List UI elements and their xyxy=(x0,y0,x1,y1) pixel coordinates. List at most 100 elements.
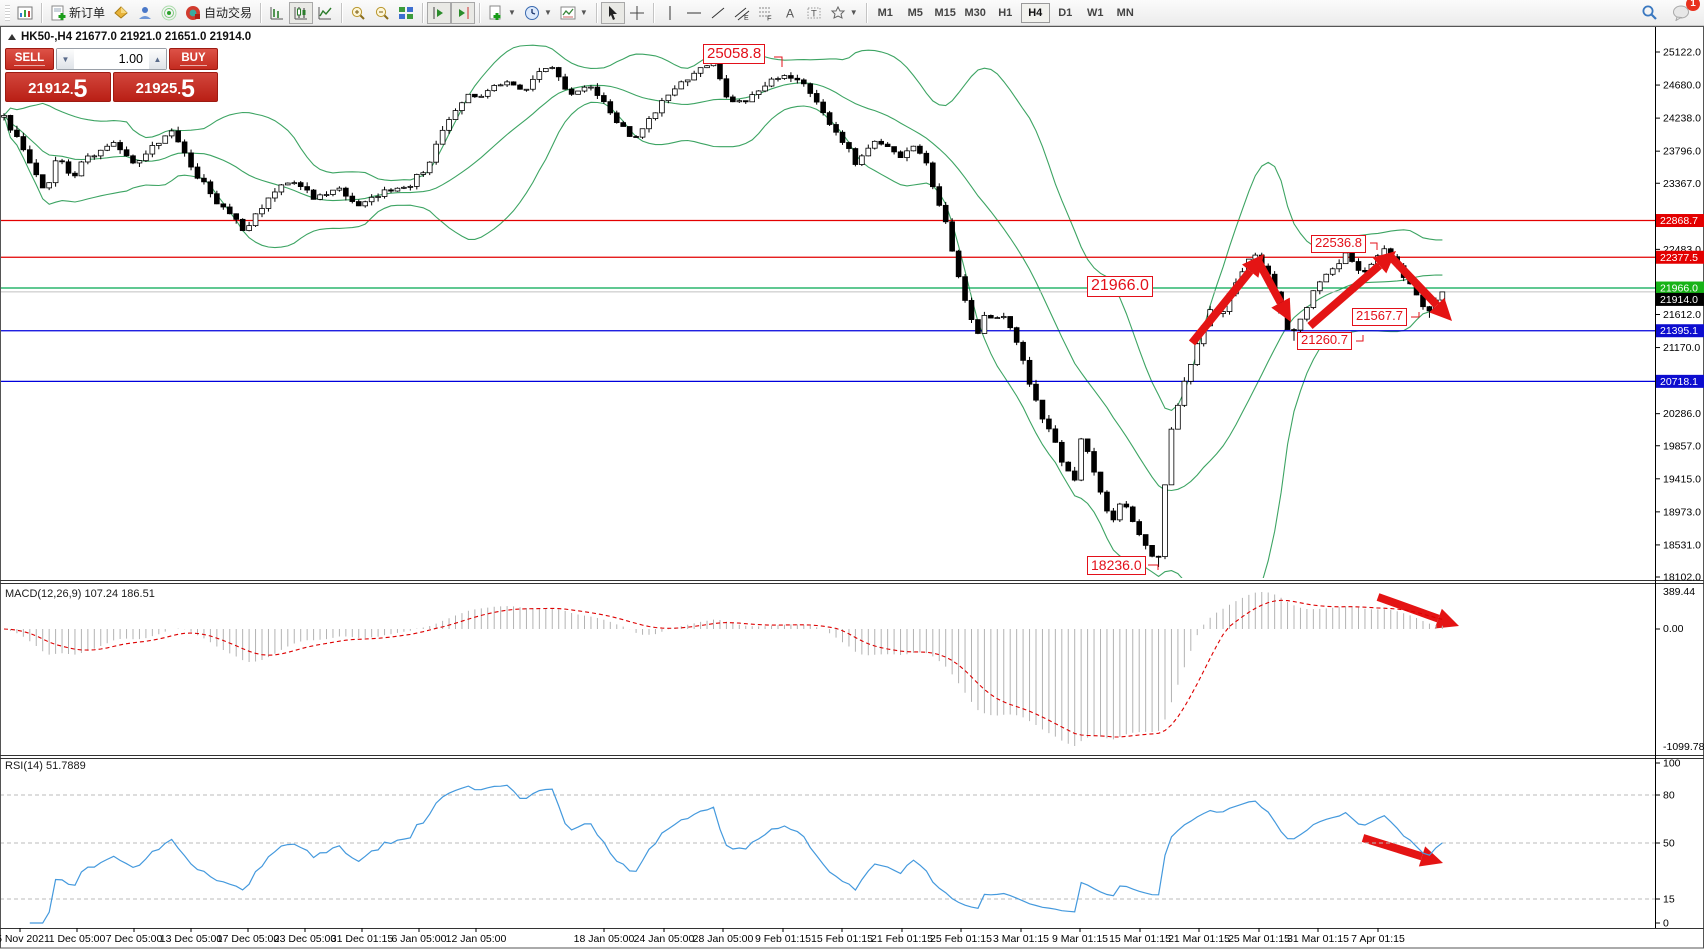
trend-arrow[interactable] xyxy=(1376,593,1440,623)
horizontal-line-icon[interactable] xyxy=(682,2,706,24)
profile-icon[interactable] xyxy=(133,2,157,24)
sell-price[interactable]: 21912. 5 xyxy=(5,72,111,102)
arrows-dropdown-icon[interactable]: ▼ xyxy=(849,8,858,17)
timeframe-H4[interactable]: H4 xyxy=(1020,2,1050,23)
charts-icon[interactable] xyxy=(13,2,37,24)
rsi-axis-label: 0 xyxy=(1663,918,1669,930)
time-axis-label: 9 Feb 01:15 xyxy=(755,933,811,945)
sell-button[interactable]: SELL xyxy=(5,48,54,70)
signals-icon[interactable] xyxy=(157,2,181,24)
candlestick-icon[interactable] xyxy=(289,1,314,24)
collapse-chart-icon[interactable] xyxy=(8,34,16,40)
annotation-tail xyxy=(1370,242,1378,250)
new-order-button[interactable]: 新订单 xyxy=(46,2,109,24)
notification-badge[interactable]: 1 xyxy=(1686,0,1700,11)
macd-panel xyxy=(3,592,1443,746)
price-axis-label: 18102.0 xyxy=(1663,572,1701,584)
time-axis-label: 23 Dec 05:00 xyxy=(274,933,337,945)
search-icon[interactable] xyxy=(1637,2,1662,24)
cursor-icon[interactable] xyxy=(600,1,625,24)
chat-icon[interactable] xyxy=(1668,2,1694,24)
trend-arrow[interactable] xyxy=(1253,257,1285,305)
text-icon[interactable]: A xyxy=(778,2,802,24)
templates-dropdown-icon[interactable]: ▼ xyxy=(579,8,588,17)
trend-arrow[interactable] xyxy=(1387,253,1440,308)
trend-arrow[interactable] xyxy=(1188,268,1254,346)
rsi-axis-label: 100 xyxy=(1663,758,1681,770)
price-annotation[interactable]: 21966.0 xyxy=(1087,276,1153,298)
templates-button[interactable]: ▼ xyxy=(556,2,592,24)
volume-decrease-button[interactable]: ▼ xyxy=(57,49,74,69)
buy-button[interactable]: BUY xyxy=(169,48,218,70)
trend-arrow-head[interactable] xyxy=(1271,297,1291,322)
time-axis-label: 21 Mar 01:15 xyxy=(1168,933,1230,945)
one-click-trading-panel: SELL ▼ 1.00 ▲ BUY 21912. 5 21925. 5 xyxy=(5,48,218,102)
time-axis-label: 17 Dec 05:00 xyxy=(217,933,280,945)
timeframe-MN[interactable]: MN xyxy=(1111,3,1140,23)
volume-increase-button[interactable]: ▲ xyxy=(149,49,166,69)
toolbar-grip[interactable] xyxy=(5,4,10,21)
timeframe-M1[interactable]: M1 xyxy=(871,3,900,23)
market-icon[interactable] xyxy=(109,2,133,24)
indicators-button[interactable]: ▼ xyxy=(484,2,520,24)
indicators-dropdown-icon[interactable]: ▼ xyxy=(508,8,516,17)
annotation-tail xyxy=(774,56,783,67)
time-axis-label: 15 Mar 01:15 xyxy=(1109,933,1171,945)
auto-trading-button[interactable]: 自动交易 xyxy=(181,2,256,24)
time-axis-label: 7 Apr 01:15 xyxy=(1351,933,1405,945)
price-annotation[interactable]: 18236.0 xyxy=(1087,556,1146,576)
volume-control: ▼ 1.00 ▲ xyxy=(56,48,167,70)
macd-histogram xyxy=(9,592,1443,746)
main-toolbar: 新订单 自动交易 xyxy=(0,0,1704,26)
macd-axis-label: 389.44 xyxy=(1663,586,1695,598)
timeframe-H1[interactable]: H1 xyxy=(991,3,1020,23)
rsi-axis-label: 50 xyxy=(1663,838,1675,850)
candlestick-series xyxy=(1,56,1446,567)
time-axis-label: 7 Dec 05:00 xyxy=(106,933,163,945)
timeframe-M5[interactable]: M5 xyxy=(901,3,930,23)
price-annotation[interactable]: 25058.8 xyxy=(703,44,766,65)
channel-icon[interactable]: E xyxy=(730,2,754,24)
vertical-line-icon[interactable] xyxy=(658,2,682,24)
buy-price[interactable]: 21925. 5 xyxy=(112,72,218,102)
time-axis-label: 25 Mar 01:15 xyxy=(1228,933,1290,945)
chart-title[interactable]: HK50-,H4 21677.0 21921.0 21651.0 21914.0 xyxy=(8,31,251,43)
trend-arrow[interactable] xyxy=(1361,834,1424,861)
trend-arrow-head[interactable] xyxy=(1434,608,1459,629)
crosshair-icon[interactable] xyxy=(625,2,649,24)
time-axis-label: 1 Dec 05:00 xyxy=(49,933,106,945)
rsi-axis-label: 80 xyxy=(1663,790,1675,802)
timeframe-W1[interactable]: W1 xyxy=(1081,3,1110,23)
arrows-icon[interactable]: ▼ xyxy=(826,2,862,24)
price-annotation[interactable]: 21260.7 xyxy=(1297,332,1352,350)
timeframe-M15[interactable]: M15 xyxy=(931,3,960,23)
chart-shift-icon[interactable] xyxy=(427,1,452,24)
trend-arrow-head[interactable] xyxy=(1418,846,1443,867)
price-annotation[interactable]: 22536.8 xyxy=(1311,235,1366,253)
price-axis-label: 21612.0 xyxy=(1663,309,1701,321)
trend-arrow-head[interactable] xyxy=(1429,297,1452,321)
auto-scroll-icon[interactable] xyxy=(451,1,476,24)
fibonacci-icon[interactable]: F xyxy=(754,2,778,24)
volume-value[interactable]: 1.00 xyxy=(118,52,143,66)
text-label-icon[interactable]: T xyxy=(802,2,826,24)
time-axis-label: 13 Dec 05:00 xyxy=(160,933,223,945)
tile-windows-icon[interactable] xyxy=(394,2,418,24)
timeframe-D1[interactable]: D1 xyxy=(1051,3,1080,23)
price-annotation[interactable]: 21567.7 xyxy=(1352,308,1407,326)
price-axis-label: 23367.0 xyxy=(1663,178,1701,190)
zoom-in-icon[interactable] xyxy=(346,2,370,24)
line-chart-icon[interactable] xyxy=(313,2,337,24)
trendline-icon[interactable] xyxy=(706,2,730,24)
periods-button[interactable]: ▼ xyxy=(520,2,556,24)
timeframe-M30[interactable]: M30 xyxy=(961,3,990,23)
zoom-out-icon[interactable] xyxy=(370,2,394,24)
bar-chart-icon[interactable] xyxy=(265,2,289,24)
time-axis-label: 28 Jan 05:00 xyxy=(693,933,754,945)
trend-arrow[interactable] xyxy=(1307,262,1383,330)
svg-text:T: T xyxy=(811,8,817,19)
annotation-tail xyxy=(1356,335,1364,342)
new-order-label: 新订单 xyxy=(69,6,106,20)
periods-dropdown-icon[interactable]: ▼ xyxy=(543,8,552,17)
